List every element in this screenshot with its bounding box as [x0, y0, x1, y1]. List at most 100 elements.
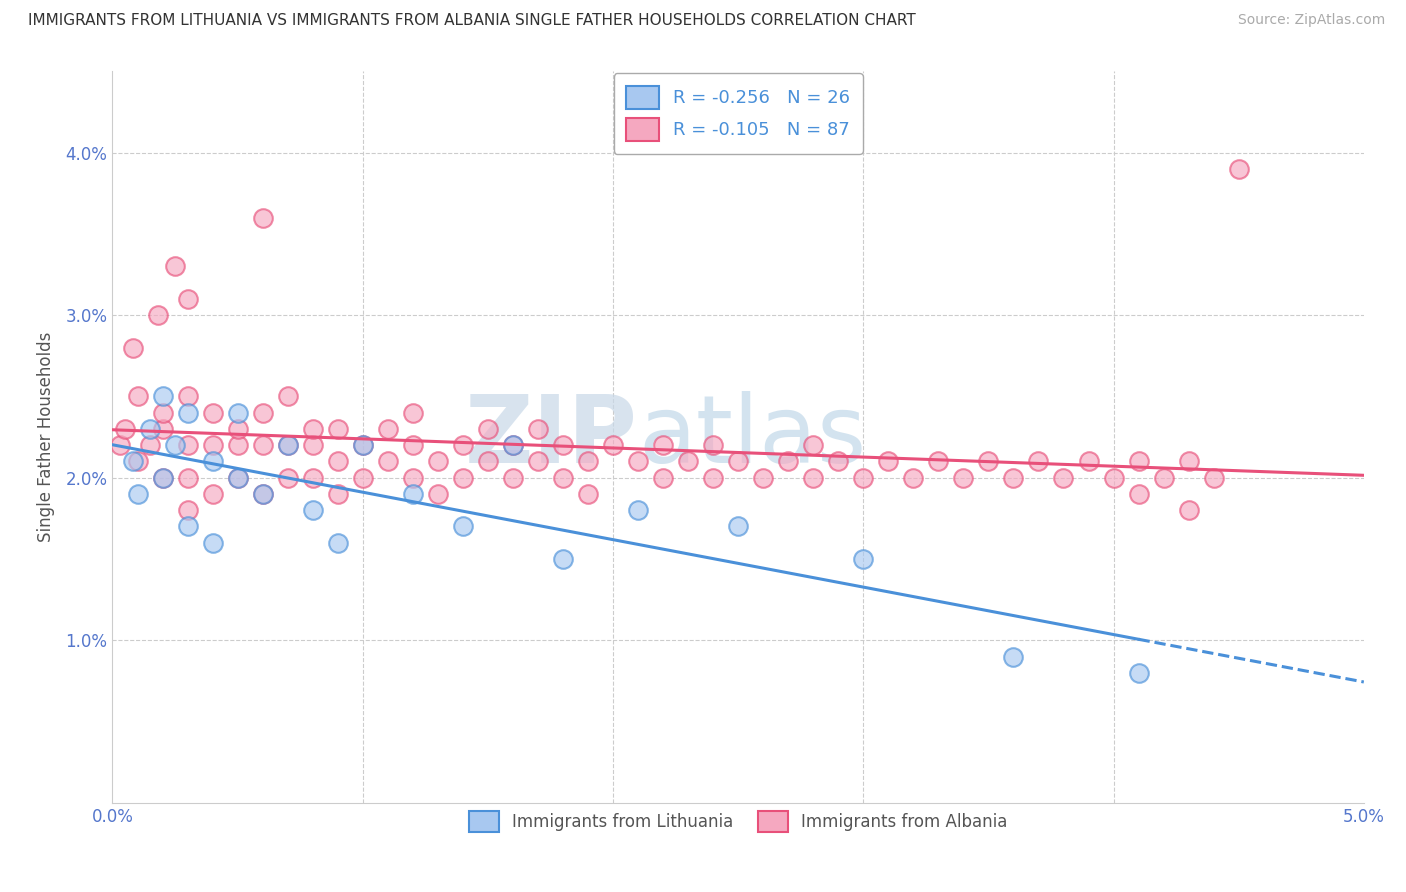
Point: [1177, 503, 1199, 517]
Point: [201, 487, 224, 501]
Point: [176, 471, 198, 485]
Point: [627, 454, 650, 468]
Point: [252, 211, 274, 225]
Point: [139, 438, 162, 452]
Point: [402, 471, 425, 485]
Point: [1227, 161, 1250, 176]
Point: [326, 487, 349, 501]
Point: [952, 471, 974, 485]
Point: [176, 519, 198, 533]
Point: [402, 438, 425, 452]
Point: [163, 260, 186, 274]
Point: [451, 519, 474, 533]
Point: [602, 438, 624, 452]
Point: [252, 487, 274, 501]
Point: [326, 454, 349, 468]
Point: [176, 503, 198, 517]
Text: atlas: atlas: [638, 391, 866, 483]
Point: [277, 471, 299, 485]
Point: [877, 454, 900, 468]
Point: [226, 471, 249, 485]
Point: [1177, 454, 1199, 468]
Point: [201, 438, 224, 452]
Point: [852, 552, 875, 566]
Point: [121, 454, 143, 468]
Point: [139, 422, 162, 436]
Point: [702, 438, 724, 452]
Point: [127, 389, 149, 403]
Point: [1028, 454, 1050, 468]
Point: [426, 487, 449, 501]
Point: [301, 503, 323, 517]
Point: [1077, 454, 1099, 468]
Point: [727, 519, 749, 533]
Point: [1002, 471, 1025, 485]
Legend: Immigrants from Lithuania, Immigrants from Albania: Immigrants from Lithuania, Immigrants fr…: [461, 805, 1015, 838]
Point: [152, 406, 174, 420]
Point: [801, 471, 824, 485]
Point: [301, 471, 323, 485]
Point: [252, 438, 274, 452]
Point: [377, 454, 399, 468]
Text: Source: ZipAtlas.com: Source: ZipAtlas.com: [1237, 13, 1385, 28]
Point: [852, 471, 875, 485]
Text: IMMIGRANTS FROM LITHUANIA VS IMMIGRANTS FROM ALBANIA SINGLE FATHER HOUSEHOLDS CO: IMMIGRANTS FROM LITHUANIA VS IMMIGRANTS …: [28, 13, 915, 29]
Point: [477, 454, 499, 468]
Point: [252, 487, 274, 501]
Point: [778, 454, 800, 468]
Point: [551, 471, 574, 485]
Point: [1128, 665, 1150, 680]
Point: [426, 454, 449, 468]
Point: [502, 471, 524, 485]
Point: [201, 406, 224, 420]
Point: [252, 406, 274, 420]
Point: [352, 438, 374, 452]
Point: [201, 454, 224, 468]
Point: [1153, 471, 1175, 485]
Point: [652, 438, 675, 452]
Point: [652, 471, 675, 485]
Point: [326, 535, 349, 549]
Point: [1128, 454, 1150, 468]
Point: [152, 422, 174, 436]
Point: [801, 438, 824, 452]
Point: [576, 487, 599, 501]
Point: [176, 438, 198, 452]
Point: [176, 406, 198, 420]
Point: [121, 341, 143, 355]
Y-axis label: Single Father Households: Single Father Households: [37, 332, 55, 542]
Point: [152, 471, 174, 485]
Point: [152, 389, 174, 403]
Point: [527, 422, 550, 436]
Point: [352, 471, 374, 485]
Point: [727, 454, 749, 468]
Point: [927, 454, 949, 468]
Point: [226, 406, 249, 420]
Point: [702, 471, 724, 485]
Point: [527, 454, 550, 468]
Point: [114, 422, 136, 436]
Point: [277, 389, 299, 403]
Point: [277, 438, 299, 452]
Point: [752, 471, 775, 485]
Point: [127, 487, 149, 501]
Point: [326, 422, 349, 436]
Point: [277, 438, 299, 452]
Point: [1052, 471, 1074, 485]
Point: [451, 471, 474, 485]
Point: [402, 487, 425, 501]
Point: [176, 292, 198, 306]
Point: [627, 503, 650, 517]
Point: [226, 471, 249, 485]
Point: [827, 454, 849, 468]
Point: [1002, 649, 1025, 664]
Point: [903, 471, 925, 485]
Point: [127, 454, 149, 468]
Point: [551, 438, 574, 452]
Point: [201, 535, 224, 549]
Point: [226, 438, 249, 452]
Point: [176, 389, 198, 403]
Point: [301, 438, 323, 452]
Point: [377, 422, 399, 436]
Point: [1202, 471, 1225, 485]
